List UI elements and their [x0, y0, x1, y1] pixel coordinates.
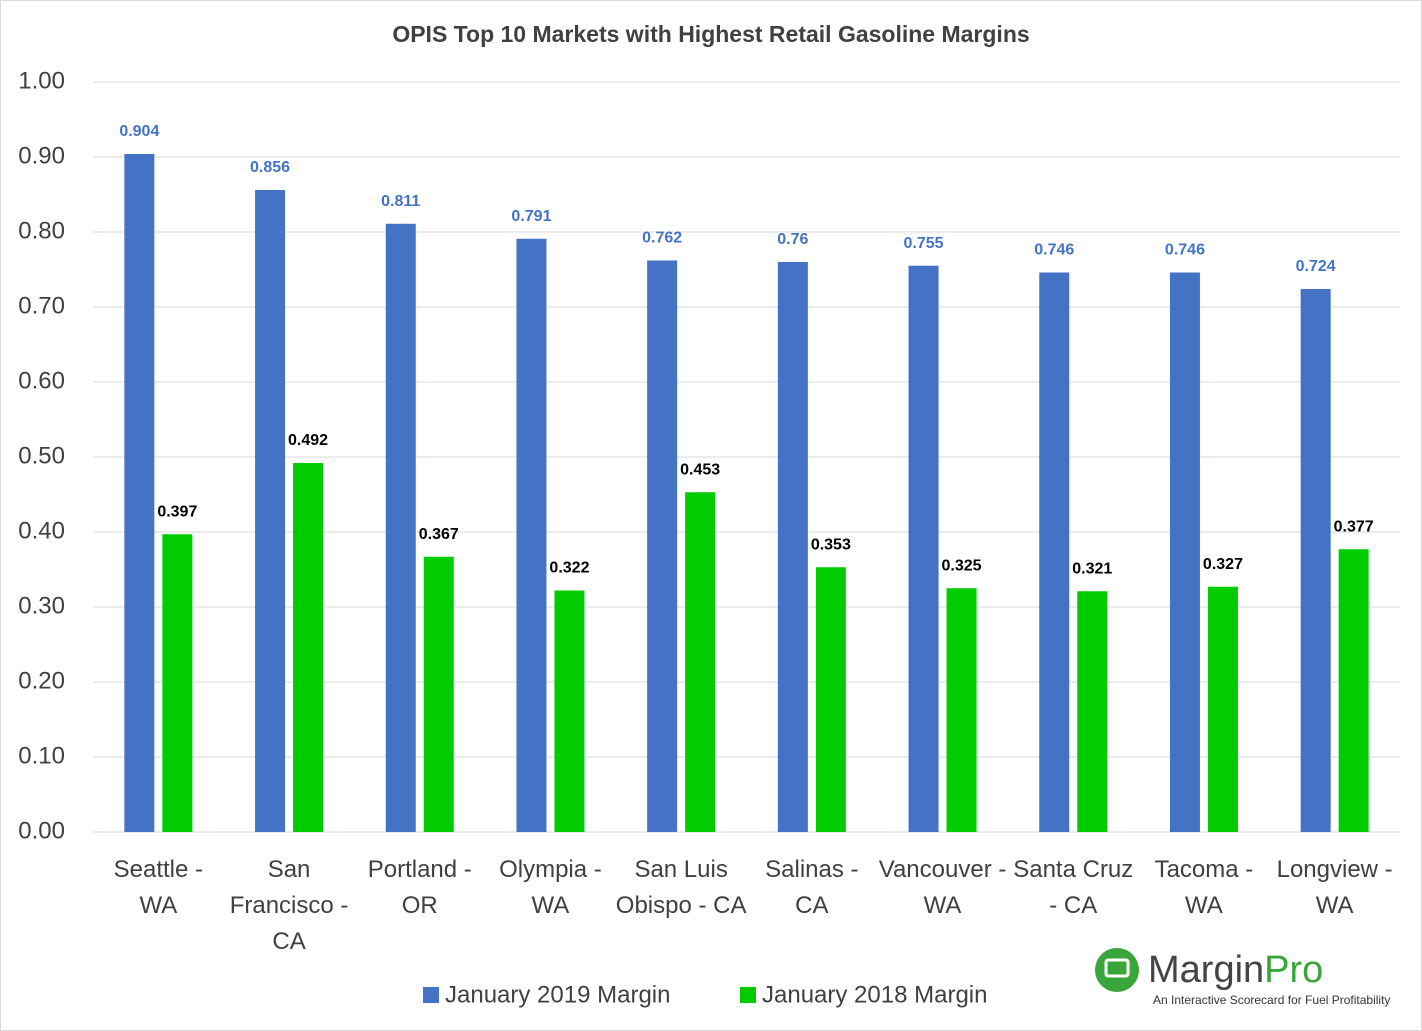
legend-swatch: [423, 987, 439, 1003]
y-tick-label: 0.40: [18, 517, 65, 544]
data-label: 0.724: [1296, 258, 1336, 275]
y-tick-label: 0.20: [18, 667, 65, 694]
data-label: 0.367: [419, 526, 459, 543]
data-label: 0.377: [1334, 518, 1374, 535]
y-tick-label: 0.70: [18, 292, 65, 319]
logo-name: MarginPro: [1148, 949, 1323, 991]
logo: MarginPro An Interactive Scorecard for F…: [1095, 948, 1390, 1007]
x-tick-label: San Francisco - CA: [229, 856, 349, 955]
logo-name-2: Pro: [1264, 949, 1323, 991]
data-label: 0.325: [942, 557, 982, 574]
data-label: 0.746: [1034, 242, 1074, 259]
bar: [162, 534, 193, 832]
data-label: 0.453: [680, 461, 720, 478]
x-tick-label: Portland - OR: [367, 856, 472, 919]
data-label: 0.353: [811, 536, 851, 553]
x-tick-label: Seattle - WA: [113, 856, 204, 919]
logo-icon: [1095, 948, 1139, 992]
data-label: 0.791: [511, 208, 551, 225]
bar: [1207, 586, 1238, 832]
data-label: 0.321: [1072, 560, 1112, 577]
data-label: 0.755: [904, 235, 944, 252]
logo-icon-bill: [1104, 958, 1130, 978]
bar: [815, 567, 846, 832]
bar: [423, 556, 454, 832]
logo-tagline: An Interactive Scorecard for Fuel Profit…: [1153, 993, 1390, 1007]
bar: [1039, 272, 1070, 832]
bar: [1077, 591, 1108, 832]
bar: [554, 590, 585, 832]
data-label: 0.322: [549, 560, 589, 577]
y-tick-label: 0.60: [18, 367, 65, 394]
bar: [1338, 549, 1369, 832]
data-label: 0.492: [288, 432, 328, 449]
data-label: 0.397: [157, 503, 197, 520]
x-tick-label: Tacoma - WA: [1154, 856, 1254, 919]
bar: [293, 463, 324, 832]
bar: [777, 262, 808, 832]
y-tick-label: 1.00: [18, 67, 65, 94]
data-label: 0.811: [381, 193, 420, 210]
bar: [385, 223, 416, 832]
logo-name-1: Margin: [1148, 949, 1264, 991]
legend-label: January 2018 Margin: [762, 981, 987, 1008]
y-tick-label: 0.10: [18, 742, 65, 769]
chart-title: OPIS Top 10 Markets with Highest Retail …: [392, 21, 1029, 47]
data-label: 0.904: [119, 123, 159, 140]
data-label: 0.327: [1203, 556, 1243, 573]
bar: [685, 492, 716, 832]
bar: [1169, 272, 1200, 832]
y-tick-label: 0.50: [18, 442, 65, 469]
bar: [516, 238, 547, 832]
bar: [124, 154, 155, 832]
data-label: 0.762: [642, 230, 682, 247]
data-label: 0.746: [1165, 242, 1205, 259]
data-label: 0.856: [250, 159, 290, 176]
x-tick-label: Olympia - WA: [499, 856, 602, 919]
y-tick-label: 0.30: [18, 592, 65, 619]
bar: [647, 260, 678, 832]
bar: [946, 588, 977, 832]
bar: [1300, 289, 1331, 832]
legend-swatch: [740, 987, 756, 1003]
x-tick-label: Vancouver - WA: [878, 856, 1007, 919]
y-tick-label: 0.00: [18, 817, 65, 844]
x-tick-label: San Luis Obispo - CA: [615, 856, 747, 919]
x-tick-label: Santa Cruz - CA: [1013, 856, 1134, 919]
x-tick-label: Longview - WA: [1276, 856, 1393, 919]
y-tick-label: 0.80: [18, 217, 65, 244]
legend-label: January 2019 Margin: [445, 981, 670, 1008]
y-tick-label: 0.90: [18, 142, 65, 169]
data-label: 0.76: [777, 231, 808, 248]
bar: [908, 265, 939, 832]
x-tick-label: Salinas - CA: [765, 856, 859, 919]
bar: [255, 190, 286, 832]
